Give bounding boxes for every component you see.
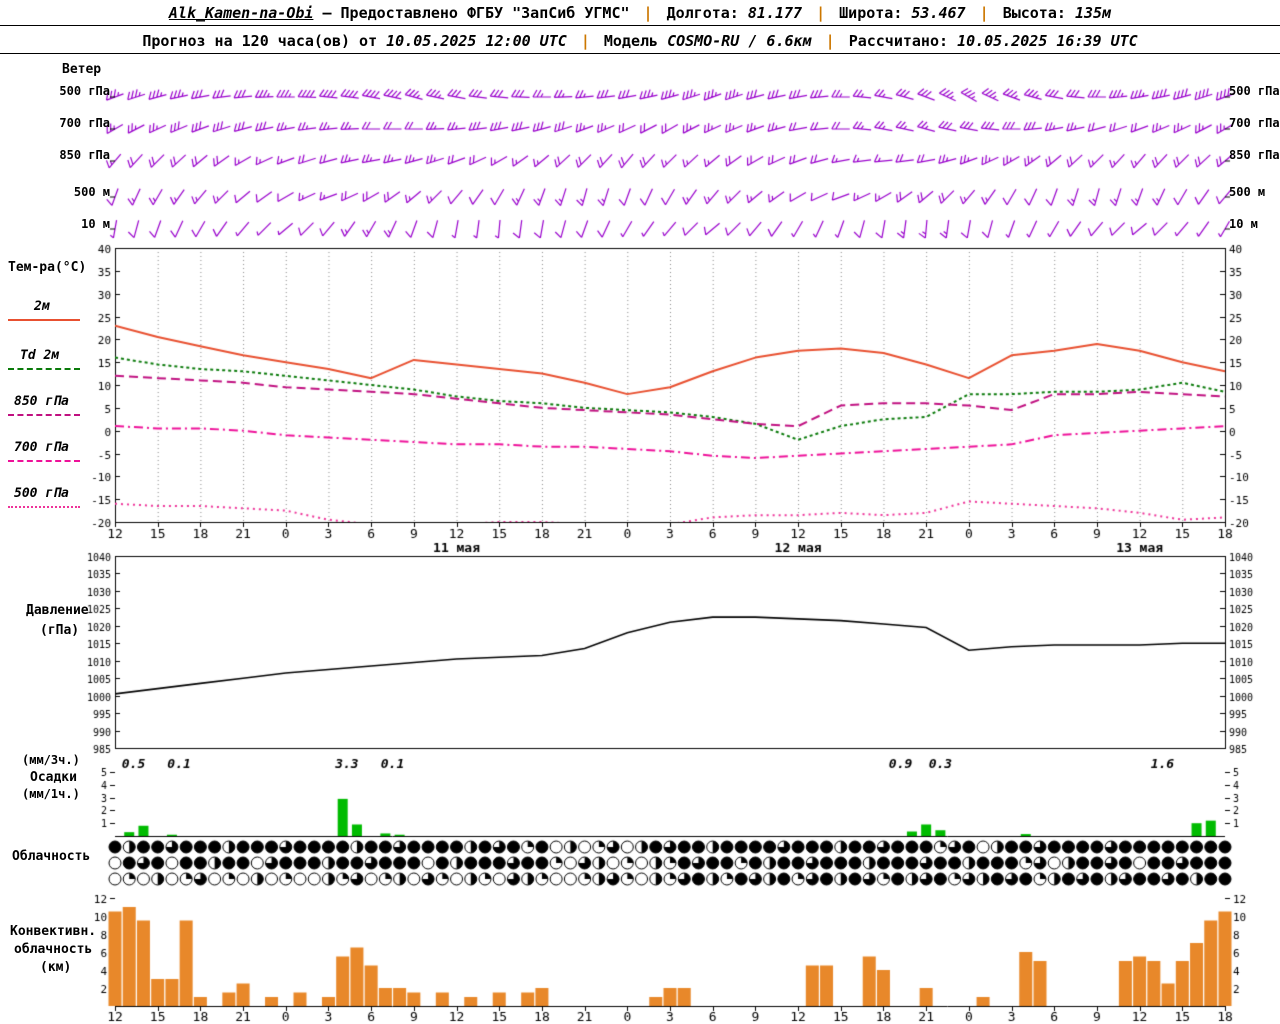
wind-level-left-850hpa: 850 гПа xyxy=(59,148,110,162)
altitude-label: Высота: xyxy=(1002,4,1066,22)
legend-line-700hpa-swatch xyxy=(8,460,80,462)
precip-unit-3h: (мм/3ч.) xyxy=(22,753,80,767)
pressure-axis-unit: (гПа) xyxy=(40,623,80,638)
temperature-axis-title: Тем-ра(°C) xyxy=(8,260,87,275)
model-value: COSMO-RU / 6.6км xyxy=(667,32,812,50)
header-line-2: Прогноз на 120 часа(ов) от 10.05.2025 12… xyxy=(0,32,1280,54)
legend-line-500hpa-swatch xyxy=(8,506,80,508)
latitude-label: Широта: xyxy=(839,4,903,22)
legend-line-td2m-swatch xyxy=(8,368,80,370)
wind-level-right-700hpa: 700 гПа xyxy=(1229,116,1280,130)
separator-3: | xyxy=(979,4,989,22)
station-name: Alk_Kamen-na-Obi xyxy=(168,4,314,22)
legend-label-2m: 2м xyxy=(34,299,50,314)
convective-title-unit: (км) xyxy=(40,960,72,975)
precip-unit-1h: (мм/1ч.) xyxy=(22,787,80,801)
legend-line-850hpa-swatch xyxy=(8,414,80,416)
header-line-1: Alk_Kamen-na-Obi — Предоставлено ФГБУ "З… xyxy=(0,4,1280,26)
wind-level-right-500m: 500 м xyxy=(1229,185,1266,199)
convective-title-line2: облачность xyxy=(14,942,93,957)
longitude-label: Долгота: xyxy=(666,4,739,22)
separator-1: | xyxy=(643,4,653,22)
provided-text: — Предоставлено ФГБУ "ЗапСиб УГМС" xyxy=(322,4,630,22)
legend-label-500hpa: 500 гПа xyxy=(14,486,69,501)
separator-5: | xyxy=(825,32,835,50)
cloudiness-axis-title: Облачность xyxy=(12,849,91,864)
wind-level-left-500hpa: 500 гПа xyxy=(59,84,110,98)
model-label: Модель xyxy=(603,32,659,50)
precip-axis-title: Осадки xyxy=(30,770,77,785)
wind-level-right-500hpa: 500 гПа xyxy=(1229,84,1280,98)
altitude-value: 135м xyxy=(1074,4,1112,22)
wind-level-right-850hpa: 850 гПа xyxy=(1229,148,1280,162)
wind-panel-title: Ветер xyxy=(62,62,102,77)
pressure-axis-title: Давление xyxy=(26,603,89,618)
latitude-value: 53.467 xyxy=(911,4,966,22)
legend-label-850hpa: 850 гПа xyxy=(14,394,69,409)
longitude-value: 81.177 xyxy=(747,4,803,22)
calculated-value: 10.05.2025 16:39 UTC xyxy=(957,32,1138,50)
wind-level-right-10m: 10 м xyxy=(1229,217,1258,231)
convective-title-line1: Конвективн. xyxy=(10,924,97,939)
wind-level-left-700hpa: 700 гПа xyxy=(59,116,110,130)
wind-level-left-10m: 10 м xyxy=(81,217,110,231)
separator-4: | xyxy=(580,32,590,50)
calculated-label: Рассчитано: xyxy=(848,32,949,50)
forecast-start-value: 10.05.2025 12:00 UTC xyxy=(386,32,567,50)
wind-level-left-500m: 500 м xyxy=(73,185,110,199)
separator-2: | xyxy=(816,4,826,22)
forecast-label: Прогноз на 120 часа(ов) от xyxy=(142,32,378,50)
legend-label-td2m: Td 2м xyxy=(20,348,60,363)
legend-label-700hpa: 700 гПа xyxy=(14,440,69,455)
legend-line-2m-swatch xyxy=(8,319,80,321)
